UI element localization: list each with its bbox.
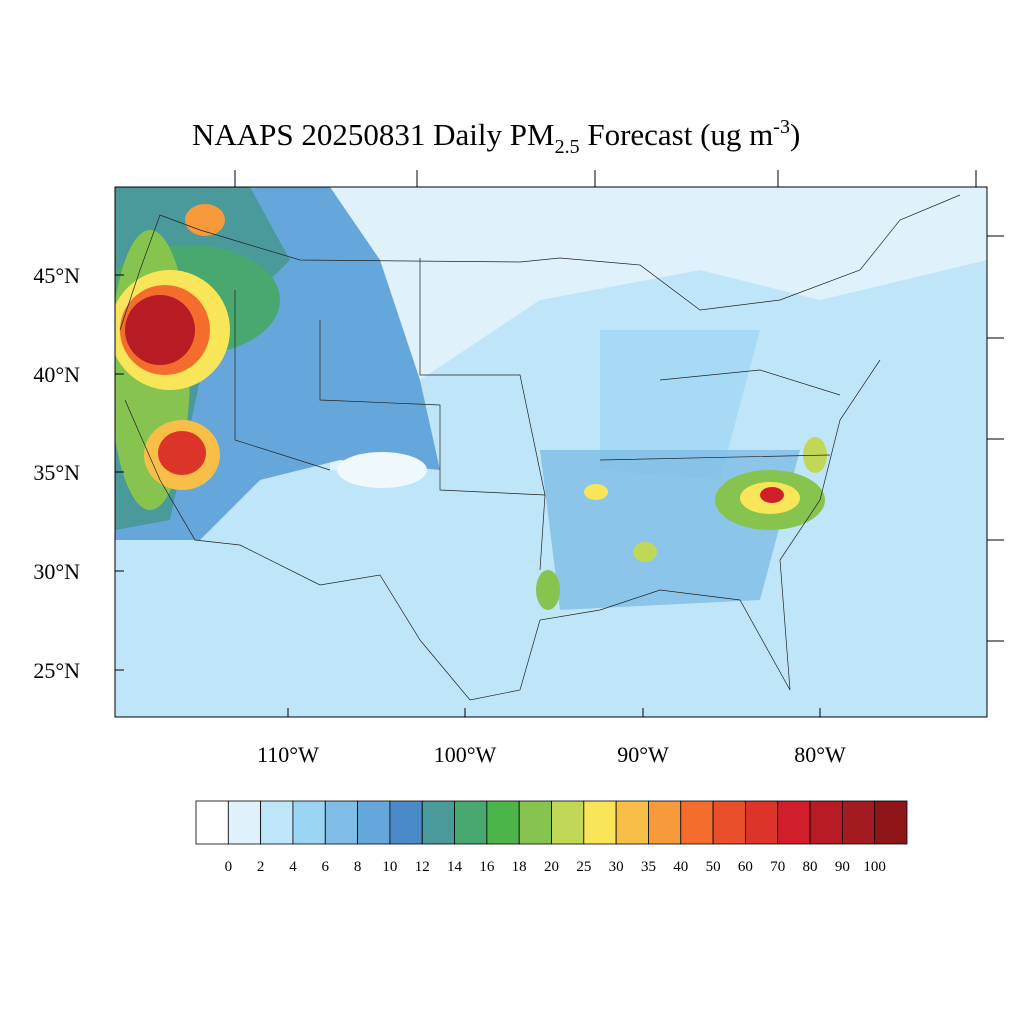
lon-label: 110°W [257, 742, 319, 767]
colorbar-label: 20 [544, 859, 559, 875]
colorbar-label: 50 [706, 859, 721, 875]
title: NAAPS 20250831 Daily PM2.5 Forecast (ug … [192, 116, 800, 158]
colorbar-box [227, 800, 262, 845]
colorbar-label: 6 [322, 859, 330, 875]
colorbar-label: 100 [863, 859, 886, 875]
colorbar-label: 14 [447, 859, 463, 875]
colorbar-box [486, 800, 520, 845]
colorbar-box [841, 800, 876, 845]
lat-label: 40°N [33, 362, 80, 387]
colorbar-label: 40 [673, 859, 688, 875]
colorbar-box [712, 800, 746, 845]
lon-label: 90°W [617, 742, 669, 767]
colorbar-label: 2 [257, 859, 265, 875]
colorbar-box [680, 800, 714, 845]
lon-label: 100°W [434, 742, 497, 767]
colorbar-label: 16 [479, 859, 495, 875]
colorbar-box [583, 800, 617, 845]
colorbar-label: 60 [738, 859, 753, 875]
colorbar-box [809, 800, 843, 845]
colorbar-box [292, 800, 326, 845]
lat-label: 25°N [33, 658, 80, 683]
colorbar-label: 90 [835, 859, 850, 875]
colorbar-box [745, 800, 779, 845]
map-frame [114, 186, 988, 718]
colorbar-box [195, 800, 229, 845]
colorbar-label: 30 [609, 859, 624, 875]
colorbar-box [648, 800, 682, 845]
colorbar-box [421, 800, 455, 845]
colorbar-label: 80 [803, 859, 818, 875]
lat-label: 45°N [33, 263, 80, 288]
map [115, 187, 987, 717]
colorbar-label: 25 [576, 859, 591, 875]
colorbar-box [777, 800, 811, 845]
colorbar-box [615, 800, 649, 845]
colorbar-label: 0 [225, 859, 233, 875]
colorbar-label: 4 [289, 859, 297, 875]
colorbar-box [324, 800, 358, 845]
lat-label: 30°N [33, 559, 80, 584]
colorbar-label: 70 [770, 859, 785, 875]
colorbar-box [260, 800, 294, 845]
lon-label: 80°W [794, 742, 846, 767]
colorbar-label: 12 [415, 859, 430, 875]
colorbar-label: 35 [641, 859, 656, 875]
colorbar-box [518, 800, 552, 845]
colorbar-box [454, 800, 488, 845]
colorbar-box [357, 800, 391, 845]
colorbar-label: 8 [354, 859, 362, 875]
colorbar-label: 18 [512, 859, 527, 875]
colorbar-box [874, 800, 908, 845]
lat-label: 35°N [33, 460, 80, 485]
colorbar-label: 10 [382, 859, 397, 875]
colorbar-box [389, 800, 423, 845]
colorbar-box [551, 800, 585, 845]
